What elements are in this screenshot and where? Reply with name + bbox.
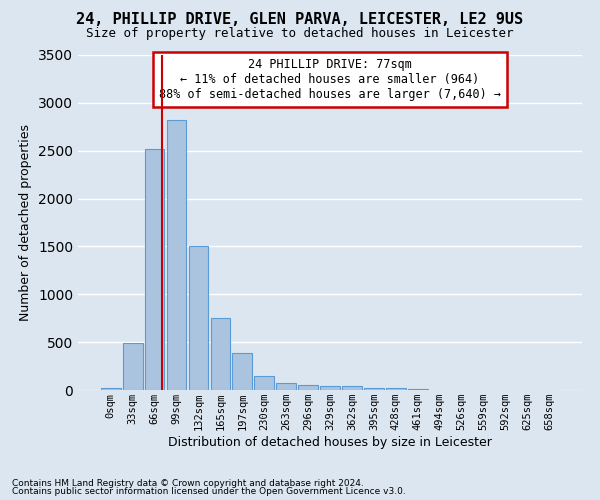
Bar [408, 389, 428, 390]
Bar [167, 120, 187, 390]
Bar [188, 246, 208, 390]
Bar [364, 388, 384, 390]
Bar [342, 386, 362, 390]
Text: Contains HM Land Registry data © Crown copyright and database right 2024.: Contains HM Land Registry data © Crown c… [12, 478, 364, 488]
Text: Size of property relative to detached houses in Leicester: Size of property relative to detached ho… [86, 28, 514, 40]
Bar [211, 318, 230, 390]
Bar [386, 388, 406, 390]
Bar [320, 386, 340, 390]
Text: 24 PHILLIP DRIVE: 77sqm
← 11% of detached houses are smaller (964)
88% of semi-d: 24 PHILLIP DRIVE: 77sqm ← 11% of detache… [159, 58, 501, 102]
Text: Contains public sector information licensed under the Open Government Licence v3: Contains public sector information licen… [12, 487, 406, 496]
Bar [123, 343, 143, 390]
Bar [145, 149, 164, 390]
Bar [276, 383, 296, 390]
Y-axis label: Number of detached properties: Number of detached properties [19, 124, 32, 321]
Bar [101, 388, 121, 390]
Bar [232, 352, 252, 390]
Bar [254, 376, 274, 390]
Text: 24, PHILLIP DRIVE, GLEN PARVA, LEICESTER, LE2 9US: 24, PHILLIP DRIVE, GLEN PARVA, LEICESTER… [76, 12, 524, 28]
X-axis label: Distribution of detached houses by size in Leicester: Distribution of detached houses by size … [168, 436, 492, 449]
Bar [298, 385, 318, 390]
